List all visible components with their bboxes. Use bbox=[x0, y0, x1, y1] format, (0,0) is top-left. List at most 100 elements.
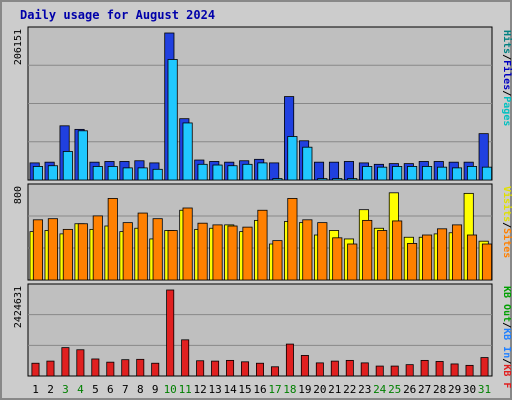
bar-files-30 bbox=[466, 166, 478, 181]
bar-kb_f-4 bbox=[76, 349, 85, 377]
bar-sites-16 bbox=[257, 209, 268, 281]
bar-files-15 bbox=[242, 163, 253, 181]
bar-files-20 bbox=[317, 178, 328, 181]
bar-sites-12 bbox=[197, 222, 208, 281]
bar-files-14 bbox=[227, 165, 238, 181]
chart-title: Daily usage for August 2024 bbox=[20, 8, 215, 22]
legend-part: / bbox=[501, 90, 512, 96]
bar-files-3 bbox=[62, 151, 73, 181]
series-kb_f bbox=[31, 289, 489, 377]
bar-files-21 bbox=[332, 178, 343, 181]
bar-sites-24 bbox=[377, 230, 388, 281]
legend-part: KB F bbox=[501, 364, 512, 388]
bar-files-10 bbox=[167, 59, 178, 181]
x-tick-label: 31 bbox=[478, 383, 491, 396]
bar-kb_f-21 bbox=[330, 360, 339, 377]
x-tick-label: 10 bbox=[164, 383, 177, 396]
bar-kb_f-7 bbox=[121, 359, 130, 377]
bar-files-9 bbox=[152, 168, 163, 181]
bar-sites-23 bbox=[362, 219, 373, 281]
y-max-label: 206151 bbox=[13, 29, 24, 65]
bar-kb_f-10 bbox=[166, 289, 175, 377]
bar-kb_f-5 bbox=[91, 358, 100, 377]
bar-kb_f-29 bbox=[450, 363, 459, 377]
bar-files-25 bbox=[392, 166, 403, 181]
bar-kb_f-30 bbox=[465, 364, 474, 377]
x-tick-label: 29 bbox=[448, 383, 461, 396]
legend-part: Hits bbox=[501, 30, 512, 54]
bar-kb_f-15 bbox=[241, 361, 250, 377]
bar-kb_f-19 bbox=[300, 355, 309, 377]
bar-sites-31 bbox=[481, 243, 493, 281]
x-tick-label: 13 bbox=[208, 383, 221, 396]
x-tick-label: 26 bbox=[403, 383, 416, 396]
bar-kb_f-23 bbox=[360, 362, 369, 377]
series-sites bbox=[32, 198, 493, 281]
bar-sites-2 bbox=[47, 218, 58, 281]
bar-files-1 bbox=[32, 166, 43, 181]
bar-hits-21 bbox=[328, 161, 340, 181]
bar-kb_f-17 bbox=[270, 366, 279, 377]
bar-files-31 bbox=[481, 166, 493, 181]
legend-part: / bbox=[501, 358, 512, 364]
bar-sites-21 bbox=[332, 237, 343, 281]
bar-kb_f-24 bbox=[375, 365, 384, 377]
panel-visits-sites: 800 bbox=[13, 183, 493, 281]
x-tick-label: 14 bbox=[223, 383, 237, 396]
x-tick-label: 28 bbox=[433, 383, 446, 396]
bar-files-2 bbox=[47, 165, 58, 181]
bar-kb_f-26 bbox=[405, 364, 414, 377]
bar-sites-22 bbox=[347, 243, 358, 281]
bar-kb_f-16 bbox=[256, 362, 264, 377]
x-tick-label: 7 bbox=[122, 383, 129, 396]
bar-kb_f-27 bbox=[420, 359, 429, 377]
bar-sites-5 bbox=[92, 215, 103, 281]
x-tick-label: 16 bbox=[253, 383, 266, 396]
legend-part: KB Out bbox=[501, 286, 512, 322]
y-max-label: 2424631 bbox=[13, 286, 24, 328]
bar-sites-8 bbox=[137, 212, 148, 281]
bar-files-5 bbox=[92, 166, 103, 181]
bar-kb_f-14 bbox=[226, 359, 235, 377]
series-files bbox=[32, 59, 493, 181]
x-tick-label: 22 bbox=[343, 383, 356, 396]
bar-hits-20 bbox=[313, 161, 325, 181]
x-tick-label: 4 bbox=[77, 383, 84, 396]
bar-kb_f-22 bbox=[345, 359, 354, 377]
x-tick-label: 5 bbox=[92, 383, 99, 396]
x-axis-labels: 1 2 3 4 5 6 7 8 9 10 11 12 13 14 15 16 17 18 19 20 21 22 23 24 2… bbox=[32, 383, 491, 396]
bar-sites-26 bbox=[407, 243, 418, 281]
bar-files-22 bbox=[347, 178, 358, 181]
legend-part: / bbox=[501, 322, 512, 328]
bar-kb_f-20 bbox=[315, 362, 324, 377]
legend-part: Visits bbox=[501, 186, 512, 222]
x-tick-label: 12 bbox=[193, 383, 206, 396]
bar-files-12 bbox=[197, 163, 208, 181]
x-tick-label: 9 bbox=[152, 383, 159, 396]
x-tick-label: 23 bbox=[358, 383, 371, 396]
x-tick-label: 21 bbox=[328, 383, 341, 396]
bar-kb_f-11 bbox=[181, 339, 190, 377]
x-tick-label: 2 bbox=[47, 383, 54, 396]
bar-kb_f-13 bbox=[211, 360, 220, 377]
bar-sites-10 bbox=[167, 230, 178, 281]
x-tick-label: 27 bbox=[418, 383, 431, 396]
bar-sites-27 bbox=[422, 234, 433, 281]
bar-files-24 bbox=[377, 166, 388, 181]
bar-files-18 bbox=[287, 136, 298, 181]
bar-sites-28 bbox=[437, 228, 448, 281]
legend-label-group-1: Hits/Files/Pages bbox=[501, 30, 512, 126]
bar-sites-30 bbox=[466, 234, 478, 281]
x-tick-label: 17 bbox=[268, 383, 281, 396]
legend-part: Pages bbox=[501, 96, 512, 126]
bar-sites-29 bbox=[451, 224, 463, 281]
bar-kb_f-18 bbox=[285, 343, 294, 377]
legend-part: / bbox=[501, 54, 512, 60]
bar-files-26 bbox=[407, 166, 418, 181]
bar-sites-7 bbox=[122, 222, 133, 281]
bar-files-4 bbox=[77, 130, 88, 181]
x-tick-label: 24 bbox=[373, 383, 387, 396]
bar-files-29 bbox=[451, 167, 463, 181]
